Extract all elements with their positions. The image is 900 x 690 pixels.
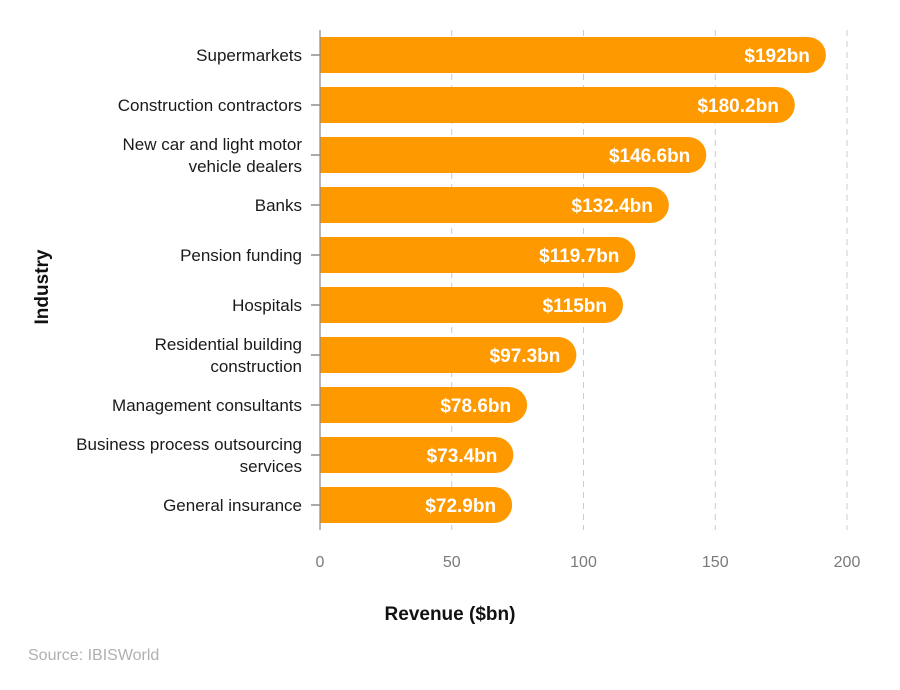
category-label: Hospitals <box>232 296 302 315</box>
category-label: Construction contractors <box>118 96 302 115</box>
bar <box>320 337 577 373</box>
y-axis-title: Industry <box>32 249 53 324</box>
category-label: Business process outsourcing services <box>76 435 302 476</box>
bar <box>320 187 669 223</box>
x-tick-label: 0 <box>316 554 325 571</box>
category-label: General insurance <box>163 496 302 515</box>
bar <box>320 387 528 423</box>
category-label: Banks <box>255 196 302 215</box>
data-label: $78.6bn <box>440 396 511 417</box>
bar <box>320 487 513 523</box>
category-label: Supermarkets <box>196 46 302 65</box>
x-tick-label: 200 <box>834 554 861 571</box>
category-labels: Supermarkets Construction contractors New … <box>76 46 320 515</box>
bar <box>320 237 636 273</box>
x-tick-label: 150 <box>702 554 729 571</box>
bar <box>320 137 707 173</box>
source-note: Source: IBISWorld <box>28 647 159 664</box>
data-label: $180.2bn <box>697 96 778 117</box>
data-label: $192bn <box>744 46 809 67</box>
category-label: Residential building construction <box>155 335 302 376</box>
bar <box>320 437 514 473</box>
bar <box>320 87 795 123</box>
x-axis-title: Revenue ($bn) <box>385 604 516 625</box>
category-label: New car and light motor vehicle dealers <box>122 135 302 176</box>
data-label: $115bn <box>543 296 607 317</box>
x-tick-labels: 0 50 100 150 200 <box>316 554 861 571</box>
data-label: $132.4bn <box>572 196 653 217</box>
x-tick-label: 50 <box>443 554 461 571</box>
bar <box>320 37 826 73</box>
data-label: $119.7bn <box>539 246 619 267</box>
category-label: Pension funding <box>180 246 302 265</box>
bars: $192bn $180.2bn $146.6bn $132.4bn $119.7bn $1… <box>320 37 826 523</box>
data-label: $146.6bn <box>609 146 690 167</box>
data-label: $73.4bn <box>427 446 498 467</box>
bar <box>320 287 624 323</box>
x-tick-label: 100 <box>570 554 597 571</box>
category-label: Management consultants <box>112 396 302 415</box>
data-label: $72.9bn <box>425 496 496 517</box>
data-label: $97.3bn <box>490 346 561 367</box>
